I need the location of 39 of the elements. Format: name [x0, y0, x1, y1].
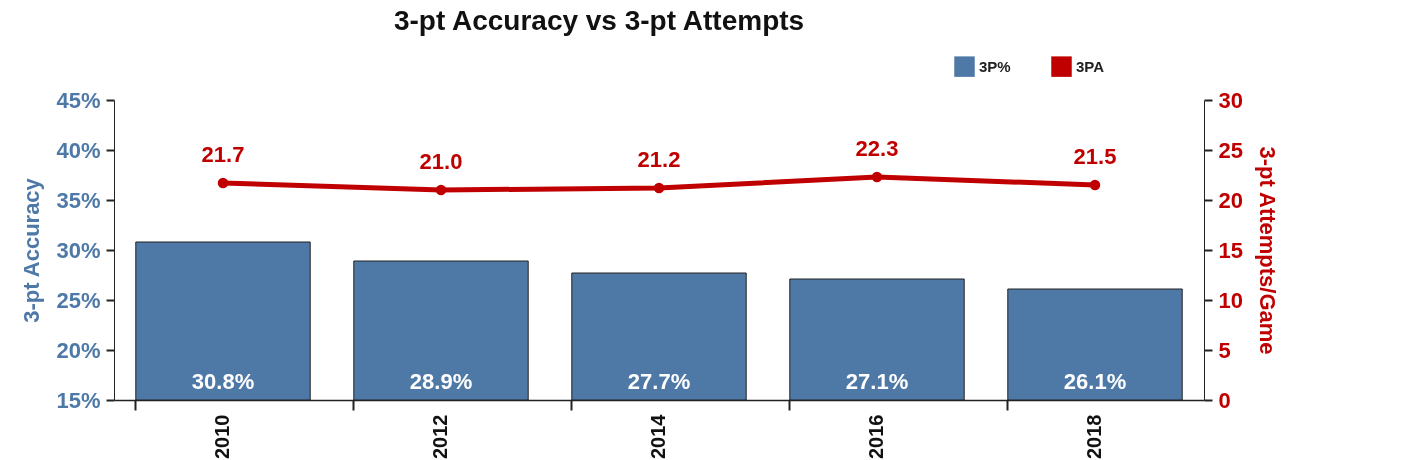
point — [217, 177, 229, 189]
y-tick-label: 30% — [56, 237, 101, 263]
data-label: 26.1% — [1063, 369, 1127, 394]
y-tick-label: 45% — [56, 87, 101, 113]
y-tick-label: 20% — [56, 337, 101, 363]
chart-title: 3-pt Accuracy vs 3-pt Attempts — [393, 5, 805, 36]
point — [1089, 179, 1101, 191]
y2-axis-title: 3-pt Attempts/Game — [1254, 146, 1280, 355]
data-label: 22.3 — [855, 136, 899, 161]
x-tick-label: 2010 — [211, 414, 233, 459]
y2-tick-label: 15 — [1218, 237, 1243, 263]
data-label: 27.1% — [845, 369, 909, 394]
legend-label: 3P% — [979, 57, 1011, 75]
data-label: 28.9% — [409, 369, 473, 394]
x-tick-label: 2018 — [1083, 414, 1105, 459]
y-axis-title: 3-pt Accuracy — [19, 177, 45, 323]
y-tick-label: 25% — [56, 287, 101, 313]
y2-tick-label: 5 — [1218, 337, 1231, 363]
data-label: 21.5 — [1073, 144, 1117, 169]
data-label: 27.7% — [627, 369, 691, 394]
data-label: 21.7 — [201, 142, 245, 167]
y-tick-label: 40% — [56, 137, 101, 163]
y-tick-label: 35% — [56, 187, 101, 213]
y2-tick-label: 20 — [1218, 187, 1243, 213]
point — [653, 182, 665, 194]
y2-tick-label: 0 — [1218, 387, 1231, 413]
y2-tick-label: 10 — [1218, 287, 1243, 313]
y2-tick-label: 30 — [1218, 87, 1243, 113]
x-tick-label: 2016 — [865, 414, 887, 459]
data-label: 30.8% — [191, 369, 255, 394]
x-tick-label: 2012 — [429, 414, 451, 459]
y2-tick-label: 25 — [1218, 137, 1243, 163]
data-label: 21.2 — [637, 147, 681, 172]
y-tick-label: 15% — [56, 387, 101, 413]
x-tick-label: 2014 — [647, 413, 669, 459]
legend-label: 3PA — [1076, 57, 1105, 75]
point — [871, 171, 883, 183]
data-label: 21.0 — [419, 149, 463, 174]
point — [435, 184, 447, 196]
